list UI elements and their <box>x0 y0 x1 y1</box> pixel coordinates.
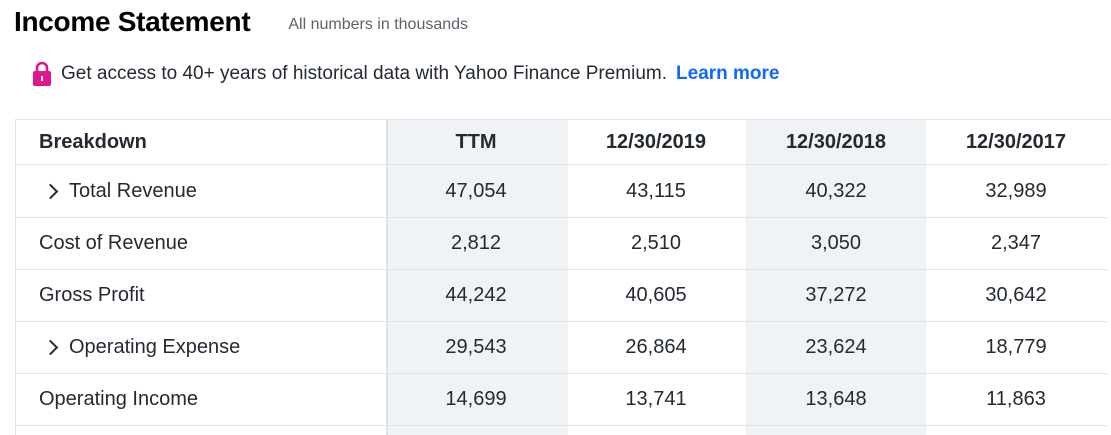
table-cell: 29,543 <box>445 336 507 358</box>
table-header-row: Breakdown TTM 12/30/2019 12/30/2018 12/3… <box>16 120 1108 165</box>
column-header-breakdown: Breakdown <box>39 130 147 153</box>
row-label: Gross Profit <box>39 284 145 306</box>
expand-operating-expense-button[interactable]: Operating Expense <box>39 322 379 373</box>
learn-more-link[interactable]: Learn more <box>676 63 780 84</box>
column-header-2018: 12/30/2018 <box>785 130 887 153</box>
expand-total-revenue-button[interactable]: Total Revenue <box>39 165 379 217</box>
income-statement-table: Breakdown TTM 12/30/2019 12/30/2018 12/3… <box>15 119 1111 435</box>
table-cell: 40,605 <box>625 284 687 306</box>
column-header-ttm: TTM <box>455 130 497 153</box>
table-row: Operating Expense 29,543 26,864 23,624 1… <box>16 322 1108 374</box>
lock-icon <box>32 61 52 87</box>
row-label: Operating Income <box>39 388 198 410</box>
table-cell: 14,699 <box>445 388 507 410</box>
page-title: Income Statement <box>14 6 251 37</box>
table-cell: 44,242 <box>445 284 507 306</box>
row-label: Total Revenue <box>69 179 197 202</box>
chevron-right-icon <box>42 339 59 356</box>
table-cell: 2,347 <box>990 232 1042 254</box>
table-cell: 23,624 <box>805 336 867 358</box>
table-cell: 37,272 <box>805 284 867 306</box>
table-cell: 47,054 <box>445 179 507 202</box>
units-note: All numbers in thousands <box>288 16 469 33</box>
table-cell: 32,989 <box>985 179 1047 202</box>
ttm-column-background <box>386 120 568 435</box>
table-row: Total Revenue 47,054 43,115 40,322 32,98… <box>16 165 1108 218</box>
table-row: Cost of Revenue 2,812 2,510 3,050 2,347 <box>16 218 1108 270</box>
table-cell: 18,779 <box>985 336 1047 358</box>
2018-column-background <box>746 120 926 435</box>
table-cell: 40,322 <box>805 179 867 202</box>
table-row: Operating Income 14,699 13,741 13,648 11… <box>16 374 1108 426</box>
row-label: Cost of Revenue <box>39 232 188 254</box>
page-header: Income Statement All numbers in thousand… <box>14 0 468 44</box>
table-cell: 3,050 <box>810 232 862 254</box>
table-cell: 13,741 <box>625 388 687 410</box>
table-cell: 43,115 <box>626 179 686 202</box>
table-row: Gross Profit 44,242 40,605 37,272 30,642 <box>16 270 1108 322</box>
table-cell: 13,648 <box>805 388 867 410</box>
column-header-2017: 12/30/2017 <box>965 130 1067 153</box>
table-cell: 30,642 <box>985 284 1047 306</box>
column-header-2019: 12/30/2019 <box>605 130 707 153</box>
premium-promo-banner: Get access to 40+ years of historical da… <box>32 58 780 90</box>
table-cell: 2,510 <box>630 232 682 254</box>
promo-text: Get access to 40+ years of historical da… <box>61 63 668 84</box>
table-cell: 2,812 <box>450 232 502 254</box>
row-label: Operating Expense <box>69 336 241 358</box>
table-cell: 26,864 <box>625 336 687 358</box>
table-cell: 11,863 <box>986 388 1046 410</box>
chevron-right-icon <box>42 183 59 199</box>
